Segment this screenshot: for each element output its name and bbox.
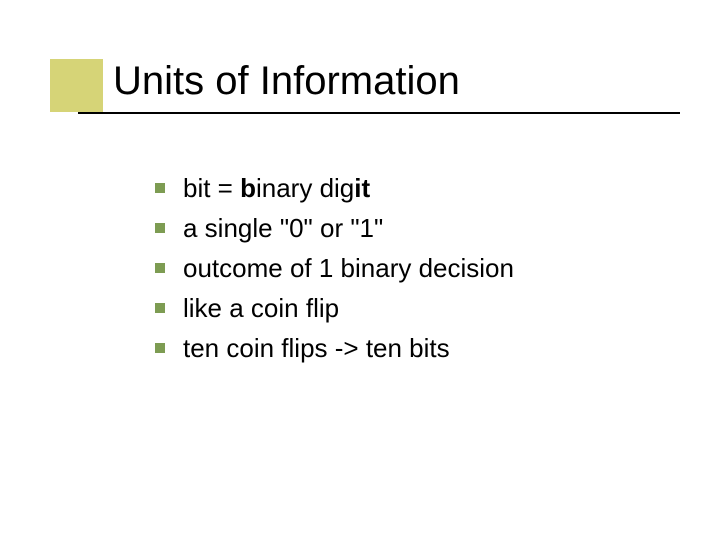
list-item-label: outcome of 1 binary decision	[183, 253, 514, 284]
list-item: like a coin flip	[155, 288, 514, 328]
title-accent-block	[50, 59, 103, 112]
list-item: bit = binary digit	[155, 168, 514, 208]
list-item: a single "0" or "1"	[155, 208, 514, 248]
list-item-label: bit = binary digit	[183, 173, 370, 204]
title-underline	[78, 112, 680, 114]
bullet-icon	[155, 303, 165, 313]
bullet-icon	[155, 343, 165, 353]
list-item: outcome of 1 binary decision	[155, 248, 514, 288]
list-item-label: a single "0" or "1"	[183, 213, 383, 244]
list-item: ten coin flips -> ten bits	[155, 328, 514, 368]
content-area: bit = binary digit a single "0" or "1" o…	[155, 168, 514, 368]
list-item-label: ten coin flips -> ten bits	[183, 333, 450, 364]
slide: Units of Information bit = binary digit …	[0, 0, 720, 540]
bullet-icon	[155, 263, 165, 273]
list-item-label: like a coin flip	[183, 293, 339, 324]
slide-title: Units of Information	[113, 60, 460, 102]
bullet-icon	[155, 223, 165, 233]
bullet-icon	[155, 183, 165, 193]
